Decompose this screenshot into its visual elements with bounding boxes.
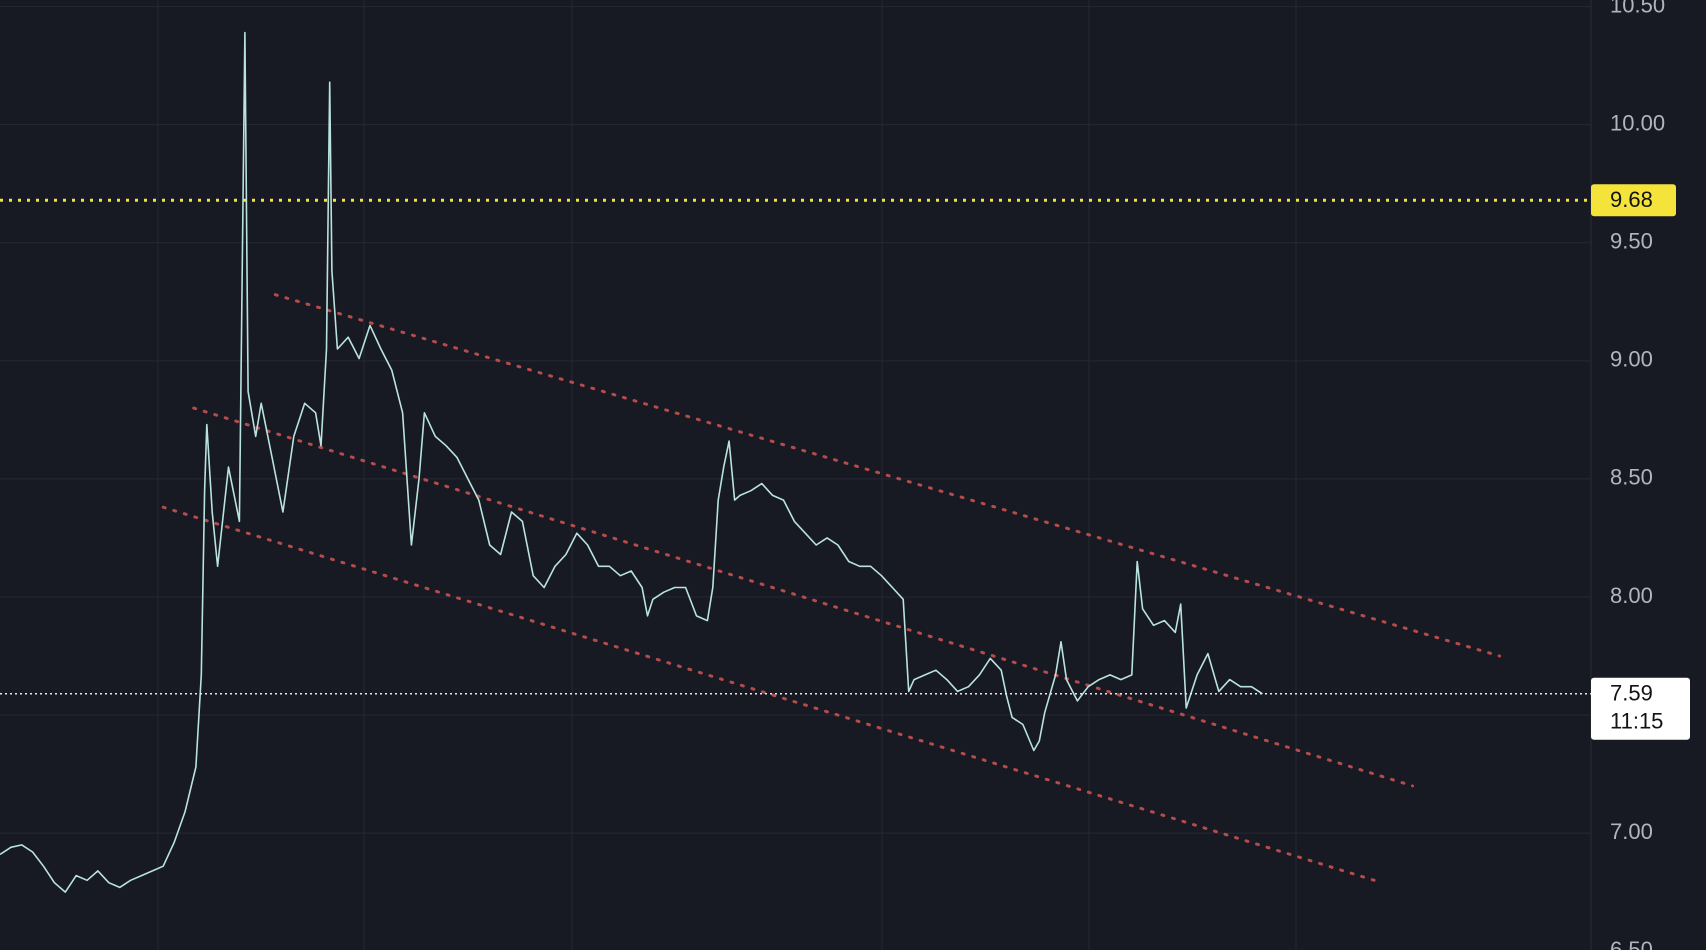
- y-tick-label: 7.00: [1610, 819, 1653, 844]
- trendline: [192, 406, 1415, 788]
- countdown-label: 11:15: [1610, 709, 1663, 734]
- level-label-box: [1591, 184, 1676, 217]
- y-tick-label: 8.50: [1610, 465, 1653, 490]
- y-tick-label: 6.50: [1610, 937, 1653, 950]
- current-price-label: 7.59: [1610, 681, 1653, 706]
- y-tick-label: 10.00: [1610, 110, 1665, 135]
- current-price-box: [1591, 677, 1690, 740]
- y-tick-label: 10.50: [1610, 0, 1665, 17]
- trendline: [273, 293, 1502, 658]
- y-tick-label: 9.00: [1610, 347, 1653, 372]
- y-tick-label: 8.00: [1610, 583, 1653, 608]
- level-label: 9.68: [1610, 187, 1653, 212]
- time-grid: [157, 0, 1297, 950]
- y-tick-label: 9.50: [1610, 229, 1653, 254]
- trendline: [161, 505, 1384, 885]
